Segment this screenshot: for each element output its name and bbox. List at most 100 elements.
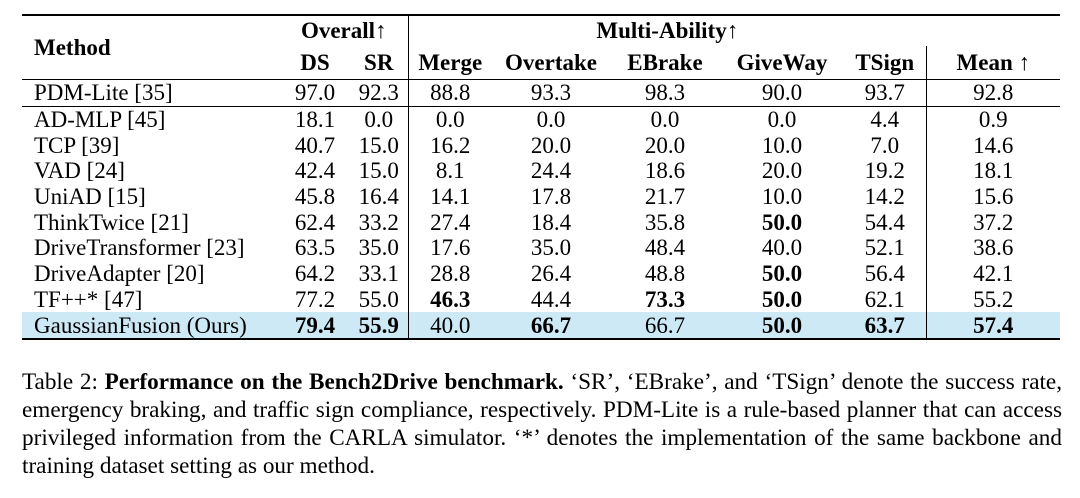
cell-value: 10.0 [761, 132, 803, 158]
cell-value: 98.3 [644, 80, 686, 106]
cell-value: 18.1 [294, 107, 336, 133]
header-sr: SR [364, 49, 394, 75]
cell-value: 24.4 [530, 158, 572, 184]
table-row: GaussianFusion (Ours) 79.4 55.9 40.0 66.7 66.… [22, 312, 1061, 339]
cell-value: 52.1 [864, 235, 905, 261]
cell-value: 93.3 [530, 80, 572, 106]
cell-value: 35.8 [644, 209, 686, 235]
cell-value: 54.4 [864, 209, 905, 235]
cell-value: 46.3 [407, 286, 492, 313]
cell-value: 15.0 [358, 158, 399, 184]
table-row: TCP [39] 40.7 15.0 16.2 20.0 20.0 10.0 7.0 14.6 [22, 132, 1061, 159]
cell-value: 40.0 [761, 235, 803, 261]
cell-value: 0.0 [364, 107, 394, 133]
header-ds: DS [300, 49, 330, 75]
cell-value: 18.1 [925, 158, 1061, 184]
table-row: UniAD [15] 45.8 16.4 14.1 17.8 21.7 10.0 14.2 15… [22, 183, 1061, 210]
cell-value: 44.4 [530, 286, 572, 312]
cell-value: 64.2 [294, 261, 336, 287]
cell-value: 0.0 [650, 107, 680, 133]
cell-value: 4.4 [870, 107, 900, 133]
cell-method: ThinkTwice [21] [34, 209, 189, 235]
header-merge: Merge [407, 46, 492, 80]
cell-value: 26.4 [530, 261, 572, 287]
cell-value: 17.8 [530, 184, 572, 210]
cell-value: 48.4 [644, 235, 686, 261]
cell-value: 88.8 [407, 79, 492, 107]
table-row: VAD [24] 42.4 15.0 8.1 24.4 18.6 20.0 19.2 18.1 [22, 158, 1061, 184]
cell-value: 90.0 [761, 80, 803, 106]
cell-value: 97.0 [294, 80, 336, 106]
cell-value: 10.0 [761, 184, 803, 210]
cell-value: 55.2 [925, 286, 1061, 313]
cell-value: 33.1 [358, 261, 399, 287]
cell-value: 40.7 [294, 132, 336, 158]
cell-value: 42.1 [925, 260, 1061, 287]
cell-value: 37.2 [925, 209, 1061, 236]
caption-title: Performance on the Bench2Drive benchmark… [104, 369, 564, 395]
cell-value: 0.0 [536, 107, 566, 133]
cell-value: 92.8 [925, 79, 1061, 107]
cell-method: GaussianFusion (Ours) [22, 312, 280, 339]
cell-value: 55.0 [358, 286, 399, 312]
table-row: AD-MLP [45] 18.1 0.0 0.0 0.0 0.0 0.0 4.4 0.9 [22, 106, 1061, 133]
cell-value: 18.6 [644, 158, 686, 184]
table-body: PDM-Lite [35] 97.0 92.3 88.8 93.3 98.3 90.0 93.… [22, 79, 1061, 339]
cell-value: 66.7 [492, 312, 610, 339]
table-row: DriveTransformer [23] 63.5 35.0 17.6 35.0 48.… [22, 235, 1061, 261]
cell-value: 38.6 [925, 235, 1061, 261]
cell-value: 62.4 [294, 209, 336, 235]
cell-value: 21.7 [644, 184, 686, 210]
cell-value: 8.1 [407, 158, 492, 184]
cell-value: 18.4 [530, 209, 572, 235]
cell-value: 63.5 [294, 235, 336, 261]
cell-value: 40.0 [407, 312, 492, 339]
cell-value: 92.3 [358, 80, 399, 106]
cell-value: 20.0 [530, 132, 572, 158]
cell-method: TCP [39] [34, 132, 120, 158]
cell-value: 15.0 [358, 132, 399, 158]
header-tsign: TSign [855, 49, 915, 75]
cell-value: 17.6 [407, 235, 492, 261]
table-row: DriveAdapter [20] 64.2 33.1 28.8 26.4 48.8 50.… [22, 260, 1061, 287]
cell-method: DriveAdapter [20] [34, 261, 205, 287]
header-overtake: Overtake [505, 49, 597, 75]
header-ebrake: EBrake [627, 49, 703, 75]
cell-value: 50.0 [761, 261, 803, 287]
results-table: Method Overall↑ Multi-Ability↑ DS SR Mer… [22, 14, 1061, 340]
cell-value: 66.7 [610, 312, 720, 339]
cell-value: 16.2 [407, 132, 492, 159]
caption-prefix: Table 2: [22, 369, 105, 395]
cell-value: 45.8 [294, 184, 336, 210]
cell-value: 48.8 [644, 261, 686, 287]
cell-value: 14.6 [925, 132, 1061, 159]
cell-value: 20.0 [644, 132, 686, 158]
cell-method: AD-MLP [45] [34, 107, 166, 133]
cell-value: 35.0 [530, 235, 572, 261]
cell-value: 33.2 [358, 209, 399, 235]
cell-method: UniAD [15] [34, 184, 146, 210]
cell-value: 0.0 [767, 107, 797, 133]
header-overall: Overall↑ [300, 18, 387, 43]
cell-value: 63.7 [844, 312, 926, 339]
table-row: TF++* [47] 77.2 55.0 46.3 44.4 73.3 50.0 62.1 55… [22, 286, 1061, 313]
cell-value: 73.3 [644, 286, 686, 312]
cell-value: 50.0 [761, 286, 803, 312]
cell-value: 50.0 [720, 312, 844, 339]
table-caption: Table 2: Performance on the Bench2Drive … [22, 368, 1062, 480]
cell-value: 0.9 [925, 106, 1061, 133]
cell-value: 42.4 [294, 158, 336, 184]
cell-method: VAD [24] [34, 158, 125, 184]
cell-value: 93.7 [864, 80, 905, 106]
cell-value: 28.8 [407, 260, 492, 287]
cell-value: 20.0 [761, 158, 803, 184]
table-row: ThinkTwice [21] 62.4 33.2 27.4 18.4 35.8 50.0 5… [22, 209, 1061, 236]
cell-value: 14.2 [864, 184, 905, 210]
header-mean: Mean ↑ [925, 46, 1061, 80]
header-method: Method [34, 34, 111, 60]
cell-method: DriveTransformer [23] [34, 235, 245, 261]
cell-value: 62.1 [864, 286, 905, 312]
header-multi-ability: Multi-Ability↑ [407, 15, 1061, 46]
cell-value: 14.1 [407, 183, 492, 210]
cell-method: TF++* [47] [34, 286, 143, 312]
